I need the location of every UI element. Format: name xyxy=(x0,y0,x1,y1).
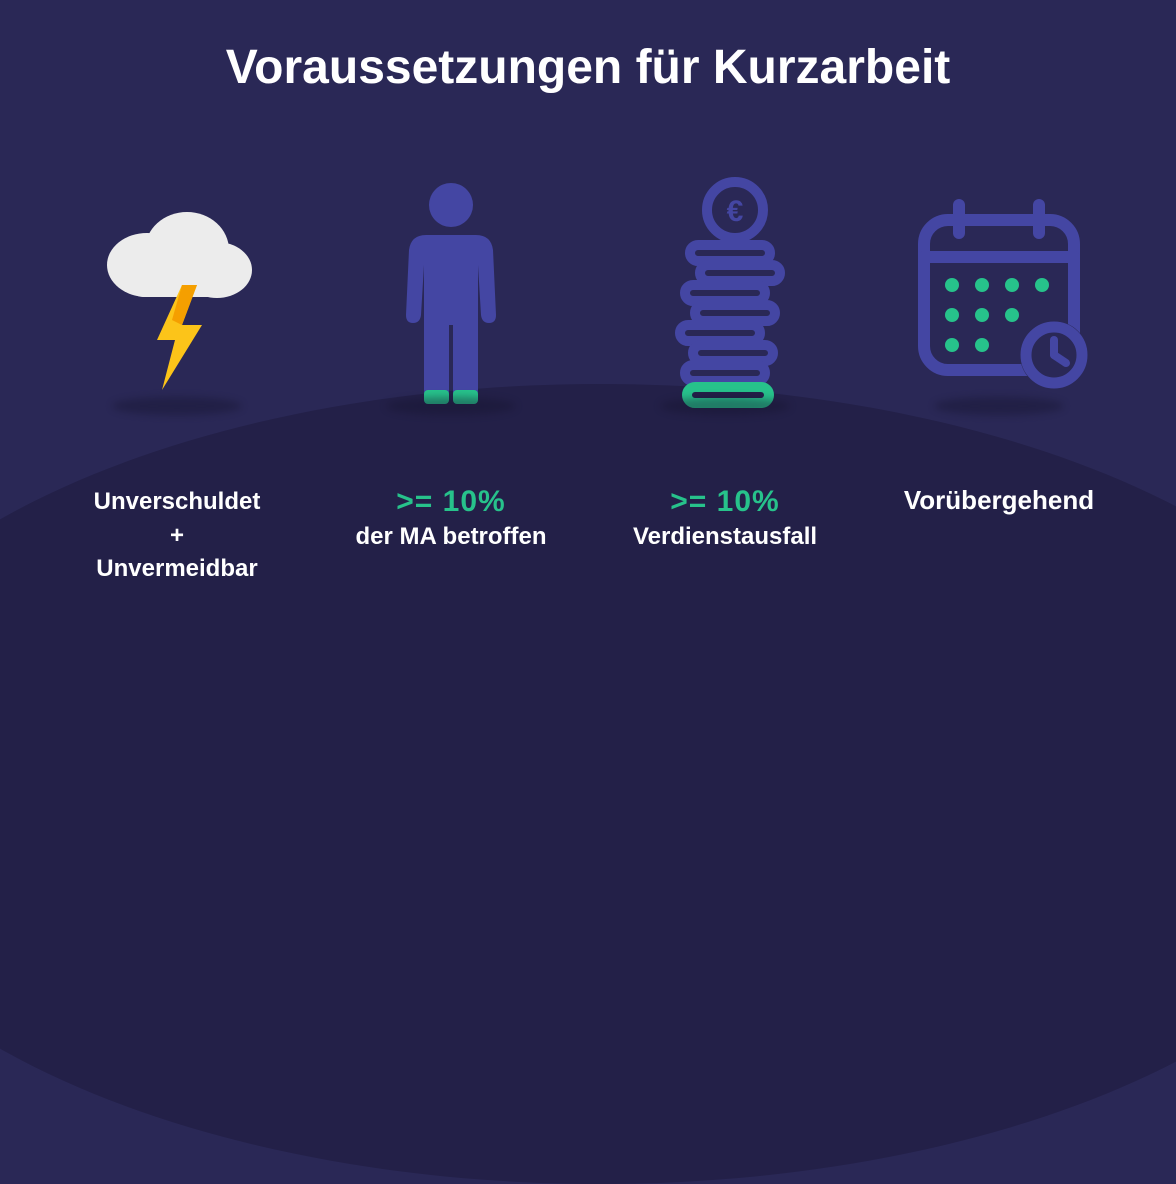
person-sub: der MA betroffen xyxy=(355,523,546,551)
person-highlight: >= 10% xyxy=(355,485,546,519)
calendar-single: Vorübergehend xyxy=(904,485,1094,516)
label-calendar: Vorübergehend xyxy=(904,485,1094,516)
shadow-ellipse xyxy=(386,397,516,415)
shadow-ellipse xyxy=(112,397,242,415)
svg-text:€: € xyxy=(727,195,744,228)
calendar-icon xyxy=(904,185,1094,405)
page-title: Voraussetzungen für Kurzarbeit xyxy=(226,40,951,95)
content-wrapper: Voraussetzungen für Kurzarbeit xyxy=(0,0,1176,784)
card-storm: Unverschuldet + Unvermeidbar xyxy=(47,155,307,586)
shadow-ellipse xyxy=(934,397,1064,415)
storm-line2: Unvermeidbar xyxy=(94,552,261,586)
label-person: >= 10% der MA betroffen xyxy=(355,485,546,551)
storm-icon xyxy=(87,195,267,395)
icon-zone-coins: € xyxy=(645,155,805,435)
label-storm: Unverschuldet + Unvermeidbar xyxy=(94,485,261,586)
coins-highlight: >= 10% xyxy=(633,485,817,519)
shadow-ellipse xyxy=(660,397,790,415)
person-icon xyxy=(381,175,521,415)
label-coins: >= 10% Verdienstausfall xyxy=(633,485,817,551)
storm-plus: + xyxy=(94,519,261,553)
icon-zone-calendar xyxy=(904,155,1094,435)
storm-line1: Unverschuldet xyxy=(94,485,261,519)
icon-zone-storm xyxy=(87,155,267,435)
icon-zone-person xyxy=(381,155,521,435)
coins-icon: € xyxy=(645,175,805,415)
coins-sub: Verdienstausfall xyxy=(633,523,817,551)
card-calendar: Vorübergehend xyxy=(869,155,1129,586)
card-coins: € xyxy=(595,155,855,586)
cards-row: Unverschuldet + Unvermeidbar xyxy=(0,155,1176,586)
card-person: >= 10% der MA betroffen xyxy=(321,155,581,586)
